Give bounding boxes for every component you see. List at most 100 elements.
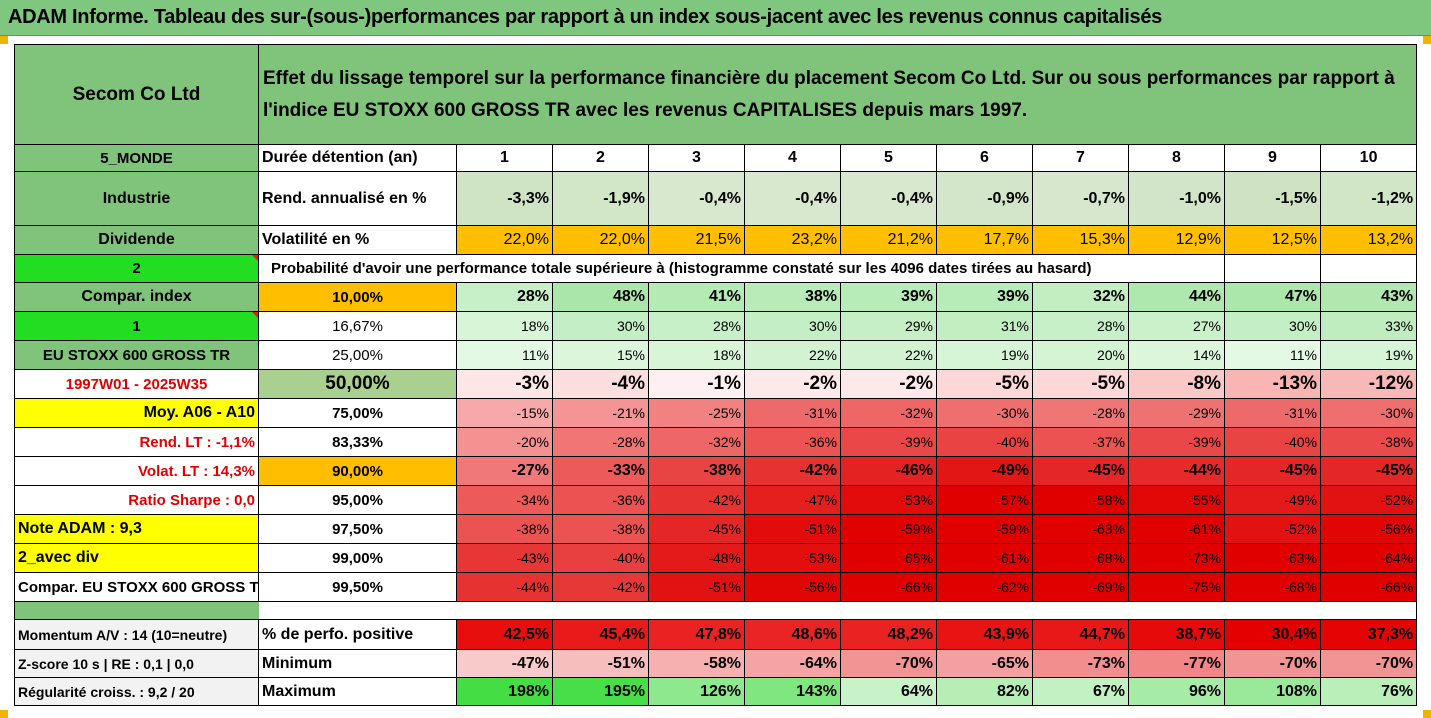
percentile-value-cell: -27% bbox=[456, 456, 553, 486]
perf-pos-cell: 42,5% bbox=[456, 619, 553, 650]
percentile-value-cell: -51% bbox=[744, 514, 841, 544]
percentile-value-cell: 39% bbox=[936, 282, 1033, 312]
percentile-value-cell: -45% bbox=[1319, 456, 1418, 486]
percentile-value-cell: -38% bbox=[456, 514, 553, 544]
percentile-value-cell: -28% bbox=[552, 427, 649, 457]
percentile-value-cell: -44% bbox=[456, 572, 553, 602]
rend-cell: -0,7% bbox=[1032, 171, 1129, 226]
year-header: 9 bbox=[1224, 144, 1321, 172]
value-1-cell[interactable]: 1 bbox=[14, 311, 259, 341]
percentile-value-cell: -42% bbox=[552, 572, 649, 602]
percentile-value-cell: -28% bbox=[1032, 398, 1129, 428]
percentile-value-cell: -62% bbox=[936, 572, 1033, 602]
percentile-value-cell: -68% bbox=[1032, 543, 1129, 573]
percentile-value-cell: -59% bbox=[936, 514, 1033, 544]
percentile-value-cell: 31% bbox=[936, 311, 1033, 341]
percentile-value-cell: -63% bbox=[1224, 543, 1321, 573]
moy-label: Moy. A06 - A10 bbox=[14, 398, 259, 428]
percentile-value-cell: 43% bbox=[1319, 282, 1418, 312]
company-name: Secom Co Ltd bbox=[14, 44, 259, 145]
percentile-value-cell: -5% bbox=[936, 369, 1033, 399]
percentile-value-cell: -45% bbox=[648, 514, 745, 544]
percentile-value-cell: -40% bbox=[552, 543, 649, 573]
avec-div-label: 2_avec div bbox=[14, 543, 259, 573]
percentile-value-cell: 20% bbox=[1032, 340, 1129, 370]
perf-pos-cell: 37,3% bbox=[1319, 619, 1418, 650]
rend-cell: -3,3% bbox=[456, 171, 553, 226]
maximum-cell: 64% bbox=[840, 677, 937, 706]
perf-pos-cell: 48,2% bbox=[840, 619, 937, 650]
percentile-value-cell: 28% bbox=[1032, 311, 1129, 341]
percentile-cell: 95,00% bbox=[258, 485, 457, 515]
maximum-cell: 198% bbox=[456, 677, 553, 706]
percentile-value-cell: -25% bbox=[648, 398, 745, 428]
period-label: 1997W01 - 2025W35 bbox=[14, 369, 259, 399]
rend-cell: -0,4% bbox=[744, 171, 841, 226]
percentile-value-cell: -57% bbox=[936, 485, 1033, 515]
percentile-value-cell: 28% bbox=[456, 282, 553, 312]
spacer-cell bbox=[258, 601, 1418, 620]
maximum-cell: 82% bbox=[936, 677, 1033, 706]
percentile-value-cell: 29% bbox=[840, 311, 937, 341]
perf-pos-cell: 44,7% bbox=[1032, 619, 1129, 650]
percentile-value-cell: 47% bbox=[1224, 282, 1321, 312]
percentile-value-cell: -47% bbox=[744, 485, 841, 515]
percentile-value-cell: 27% bbox=[1128, 311, 1225, 341]
percentile-value-cell: 30% bbox=[1224, 311, 1321, 341]
percentile-value-cell: 44% bbox=[1128, 282, 1225, 312]
percentile-value-cell: -31% bbox=[744, 398, 841, 428]
maximum-cell: 108% bbox=[1224, 677, 1321, 706]
maximum-cell: 96% bbox=[1128, 677, 1225, 706]
percentile-value-cell: -61% bbox=[936, 543, 1033, 573]
percentile-value-cell: -2% bbox=[840, 369, 937, 399]
percentile-value-cell: 30% bbox=[552, 311, 649, 341]
volat-cell: 17,7% bbox=[936, 225, 1033, 255]
percentile-value-cell: -2% bbox=[744, 369, 841, 399]
volat-cell: 21,5% bbox=[648, 225, 745, 255]
maximum-label: Maximum bbox=[258, 677, 457, 706]
percentile-value-cell: 18% bbox=[456, 311, 553, 341]
percentile-value-cell: 22% bbox=[840, 340, 937, 370]
sector-label: Industrie bbox=[14, 171, 259, 226]
year-header: 6 bbox=[936, 144, 1033, 172]
volat-cell: 15,3% bbox=[1032, 225, 1129, 255]
percentile-value-cell: -13% bbox=[1224, 369, 1321, 399]
compar-full-label: Compar. EU STOXX 600 GROSS TR bbox=[14, 572, 259, 602]
value-2-cell[interactable]: 2 bbox=[14, 254, 259, 283]
description-line-1: Effet du lissage temporel sur la perform… bbox=[263, 67, 1395, 89]
volat-cell: 13,2% bbox=[1319, 225, 1418, 255]
percentile-value-cell: -40% bbox=[1224, 427, 1321, 457]
volat-lt-label: Volat. LT : 14,3% bbox=[14, 456, 259, 486]
percentile-value-cell: -44% bbox=[1128, 456, 1225, 486]
percentile-cell: 75,00% bbox=[258, 398, 457, 428]
percentile-value-cell: -45% bbox=[1224, 456, 1321, 486]
percentile-value-cell: -46% bbox=[840, 456, 937, 486]
title-bar: ADAM Informe. Tableau des sur-(sous-)per… bbox=[0, 0, 1431, 36]
minimum-cell: -70% bbox=[1319, 649, 1418, 678]
minimum-cell: -77% bbox=[1128, 649, 1225, 678]
percentile-value-cell: -8% bbox=[1128, 369, 1225, 399]
percentile-value-cell: -30% bbox=[936, 398, 1033, 428]
percentile-value-cell: -36% bbox=[744, 427, 841, 457]
percentile-value-cell: -64% bbox=[1319, 543, 1418, 573]
zscore-label: Z-score 10 s | RE : 0,1 | 0,0 bbox=[14, 649, 259, 678]
percentile-value-cell: -58% bbox=[1032, 485, 1129, 515]
year-header: 8 bbox=[1128, 144, 1225, 172]
proba-label: Probabilité d'avoir une performance tota… bbox=[258, 254, 1225, 283]
percentile-value-cell: -12% bbox=[1319, 369, 1418, 399]
percentile-value-cell: -49% bbox=[1224, 485, 1321, 515]
percentile-value-cell: -31% bbox=[1224, 398, 1321, 428]
percentile-value-cell: -59% bbox=[840, 514, 937, 544]
percentile-value-cell: -65% bbox=[840, 543, 937, 573]
corner-marker bbox=[1423, 710, 1431, 718]
percentile-value-cell: -75% bbox=[1128, 572, 1225, 602]
minimum-cell: -64% bbox=[744, 649, 841, 678]
volat-label: Volatilité en % bbox=[258, 225, 457, 255]
rend-cell: -1,9% bbox=[552, 171, 649, 226]
percentile-value-cell: -53% bbox=[840, 485, 937, 515]
performance-table: Secom Co Ltd Effet du lissage temporel s… bbox=[14, 44, 1418, 706]
percentile-value-cell: -3% bbox=[456, 369, 553, 399]
percentile-cell: 99,00% bbox=[258, 543, 457, 573]
percentile-value-cell: -61% bbox=[1128, 514, 1225, 544]
volat-cell: 21,2% bbox=[840, 225, 937, 255]
